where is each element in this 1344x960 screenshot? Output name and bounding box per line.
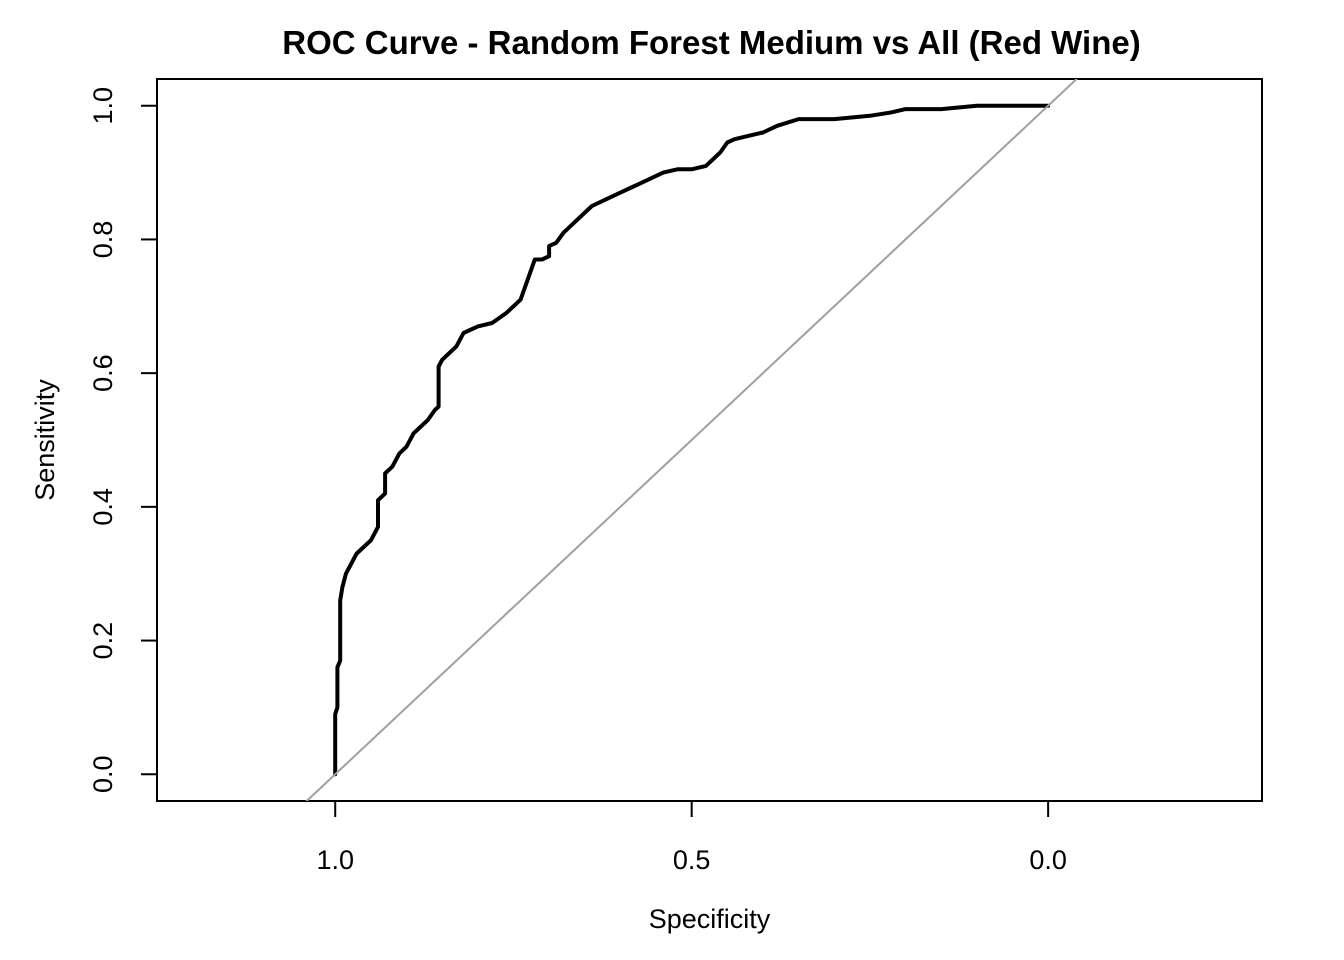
roc-curve-line bbox=[333, 103, 1051, 777]
y-tick-label: 0.6 bbox=[88, 354, 118, 392]
chance-diagonal-line bbox=[305, 79, 1078, 801]
x-tick-label: 0.5 bbox=[673, 845, 711, 875]
y-tick-label: 0.4 bbox=[88, 488, 118, 526]
y-axis-label: Sensitivity bbox=[30, 379, 60, 501]
chart-title: ROC Curve - Random Forest Medium vs All … bbox=[282, 24, 1140, 61]
y-tick-label: 1.0 bbox=[88, 87, 118, 125]
x-axis-label: Specificity bbox=[649, 904, 771, 934]
plot-frame bbox=[156, 78, 1263, 802]
y-tick-label: 0.0 bbox=[88, 755, 118, 793]
y-axis: 0.0 0.2 0.4 0.6 0.8 1.0 bbox=[88, 87, 158, 793]
y-tick-label: 0.8 bbox=[88, 221, 118, 259]
series-layer bbox=[305, 79, 1078, 801]
x-tick-label: 0.0 bbox=[1029, 845, 1067, 875]
x-axis: 1.0 0.5 0.0 bbox=[316, 800, 1067, 875]
y-tick-label: 0.2 bbox=[88, 622, 118, 660]
x-tick-label: 1.0 bbox=[316, 845, 354, 875]
